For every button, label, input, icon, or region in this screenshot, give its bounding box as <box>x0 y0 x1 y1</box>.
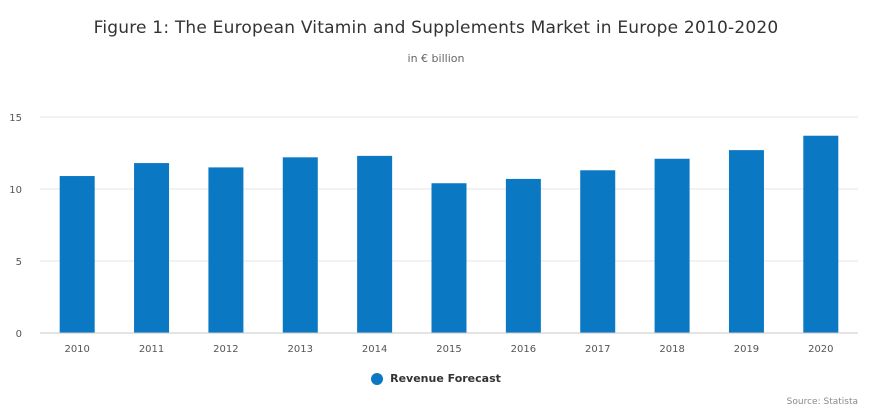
bar-2018[interactable] <box>654 158 690 333</box>
bar-2010[interactable] <box>59 176 95 333</box>
x-tick-label: 2017 <box>585 344 610 355</box>
bar-2011[interactable] <box>134 163 170 333</box>
bar-2016[interactable] <box>505 178 541 333</box>
legend[interactable]: Revenue Forecast <box>0 372 872 385</box>
bar-2014[interactable] <box>357 155 393 333</box>
chart-subtitle: in € billion <box>407 52 465 65</box>
bar-2019[interactable] <box>728 150 764 333</box>
x-tick-label: 2015 <box>436 344 461 355</box>
bar-2017[interactable] <box>580 170 616 333</box>
legend-marker-revenue-forecast <box>371 372 384 385</box>
bar-2015[interactable] <box>431 183 467 333</box>
bar-2012[interactable] <box>208 167 244 333</box>
x-tick-label: 2020 <box>808 344 833 355</box>
y-tick-label: 0 <box>16 329 22 340</box>
chart-title: Figure 1: The European Vitamin and Suppl… <box>93 18 779 38</box>
x-tick-label: 2010 <box>64 344 89 355</box>
y-tick-label: 5 <box>16 257 22 268</box>
bar-2013[interactable] <box>282 157 318 333</box>
x-tick-label: 2012 <box>213 344 238 355</box>
x-tick-label: 2013 <box>288 344 313 355</box>
legend-label-revenue-forecast: Revenue Forecast <box>390 372 501 385</box>
y-tick-label: 15 <box>9 113 22 124</box>
x-tick-label: 2018 <box>659 344 684 355</box>
bar-2020[interactable] <box>803 135 839 333</box>
y-tick-label: 10 <box>9 185 22 196</box>
x-tick-label: 2016 <box>511 344 536 355</box>
x-tick-label: 2019 <box>734 344 759 355</box>
x-tick-label: 2011 <box>139 344 164 355</box>
x-tick-label: 2014 <box>362 344 387 355</box>
source-credit: Source: Statista <box>786 397 858 407</box>
